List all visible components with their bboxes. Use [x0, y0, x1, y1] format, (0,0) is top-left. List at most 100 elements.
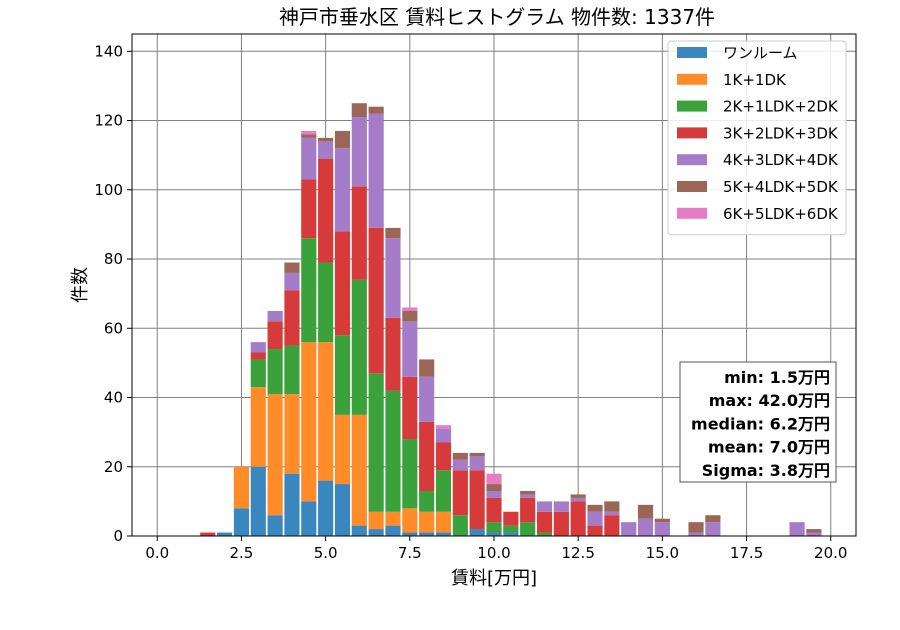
x-tick-label: 12.5: [561, 544, 594, 562]
bar-segment: [419, 490, 435, 512]
bar-segment: [301, 130, 317, 135]
bar-segment: [705, 515, 721, 523]
legend-swatch: [677, 154, 707, 166]
bar-segment: [469, 452, 485, 457]
bar-segment: [536, 532, 553, 536]
bar-segment: [233, 508, 250, 536]
bar-segment: [250, 342, 266, 353]
bar-segment: [604, 501, 620, 512]
legend: ワンルーム 1K+1DK 2K+1LDK+2DK 3K+2LDK+3DK 4K+3LDK…: [667, 40, 847, 236]
bar-segment: [435, 428, 452, 443]
stats-frame: [679, 361, 837, 483]
chart-title: 神戸市垂水区 賃料ヒストグラム 物件数: 1337件: [279, 5, 715, 29]
bar-segment: [301, 342, 317, 502]
bar-segment: [267, 515, 283, 536]
bar-segment: [217, 532, 233, 536]
legend-swatch: [677, 127, 707, 139]
bar-segment: [654, 522, 670, 536]
bar-segment: [570, 501, 586, 536]
bar-segment: [368, 227, 384, 374]
bar-segment: [419, 376, 435, 422]
bar-segment: [385, 317, 401, 391]
bar-segment: [318, 480, 334, 536]
bar-segment: [486, 497, 502, 523]
bar-segment: [469, 470, 485, 530]
y-tick-label: 60: [104, 319, 123, 337]
bar-segment: [486, 484, 502, 491]
bar-segment: [637, 504, 654, 519]
bar-segment: [301, 137, 317, 180]
axis-ticks: 0.0 2.5 5.0 7.5 10.0 12.5 15.0 17.5 20.0 0 20 40 60 8…: [94, 42, 847, 562]
bar-segment: [301, 179, 317, 239]
bar-segment: [486, 490, 502, 498]
histogram-bars: [200, 103, 822, 536]
x-tick-label: 7.5: [398, 544, 422, 562]
y-axis-title: 件数: [70, 267, 91, 303]
legend-label: 5K+4LDK+5DK: [723, 178, 839, 196]
bar-segment: [503, 532, 519, 536]
legend-swatch: [677, 100, 707, 112]
bar-segment: [334, 130, 351, 149]
bar-segment: [351, 279, 367, 415]
y-tick-label: 20: [104, 458, 123, 476]
bar-segment: [637, 518, 654, 536]
bar-segment: [351, 414, 367, 526]
bar-segment: [402, 310, 418, 322]
bar-segment: [351, 117, 367, 187]
bar-segment: [570, 494, 586, 498]
x-tick-label: 20.0: [814, 544, 847, 562]
bar-segment: [318, 342, 334, 481]
bar-segment: [301, 501, 317, 536]
bar-segment: [284, 262, 300, 273]
bar-segment: [318, 262, 334, 343]
bar-segment: [368, 113, 384, 228]
legend-swatch: [677, 207, 707, 219]
x-tick-label: 5.0: [314, 544, 338, 562]
bar-segment: [536, 511, 553, 533]
bar-segment: [587, 504, 603, 512]
legend-label: 6K+5LDK+6DK: [723, 205, 839, 223]
bar-segment: [705, 522, 721, 536]
bar-segment: [334, 335, 351, 415]
bar-segment: [334, 148, 351, 232]
bar-segment: [318, 158, 334, 263]
bar-segment: [604, 515, 620, 536]
bar-segment: [520, 490, 536, 495]
y-tick-label: 80: [104, 250, 123, 268]
bar-segment: [688, 522, 704, 533]
bar-segment: [200, 532, 216, 536]
bar-segment: [351, 103, 367, 118]
stats-line: min: 1.5万円: [724, 368, 830, 387]
legend-label: 2K+1LDK+2DK: [723, 98, 839, 116]
bar-segment: [654, 518, 670, 523]
bar-segment: [435, 425, 452, 429]
bar-segment: [419, 359, 435, 377]
bar-segment: [604, 511, 620, 516]
legend-swatch: [677, 73, 707, 85]
bar-segment: [368, 373, 384, 512]
bar-segment: [267, 310, 283, 322]
bar-segment: [553, 511, 569, 536]
x-tick-label: 10.0: [477, 544, 510, 562]
stats-line: max: 42.0万円: [709, 391, 830, 410]
bar-segment: [435, 470, 452, 512]
bar-segment: [419, 532, 435, 536]
stats-box: min: 1.5万円 max: 42.0万円 median: 6.2万円 mean: …: [679, 361, 837, 483]
bar-segment: [402, 376, 418, 440]
bar-segment: [621, 522, 637, 536]
bar-segment: [435, 511, 452, 533]
stats-line: Sigma: 3.8万円: [702, 461, 830, 480]
bar-segment: [250, 352, 266, 360]
stats-line: median: 6.2万円: [691, 414, 830, 433]
bar-segment: [789, 522, 805, 536]
bar-segment: [503, 511, 519, 526]
bar-segment: [368, 106, 384, 114]
bar-segment: [284, 473, 300, 536]
bar-segment: [469, 456, 485, 471]
bar-segment: [334, 484, 351, 536]
bar-segment: [486, 522, 502, 533]
bar-segment: [334, 414, 351, 485]
bar-segment: [520, 497, 536, 523]
legend-swatch: [677, 47, 707, 58]
